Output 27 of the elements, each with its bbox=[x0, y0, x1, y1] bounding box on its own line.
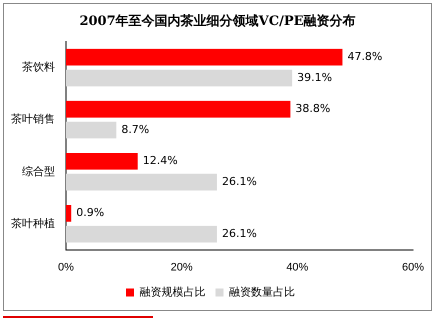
data-label: 39.1% bbox=[297, 70, 332, 84]
bar bbox=[66, 122, 116, 138]
data-label: 26.1% bbox=[222, 227, 257, 240]
y-tick-label: 综合型 bbox=[22, 164, 55, 178]
x-tick-label: 0% bbox=[58, 261, 74, 274]
bar bbox=[66, 100, 290, 118]
data-label: 26.1% bbox=[222, 174, 257, 188]
x-tick-label: 20% bbox=[170, 261, 193, 274]
legend-label: 融资规模占比 bbox=[140, 286, 206, 299]
bar bbox=[66, 70, 292, 86]
y-tick-label: 茶饮料 bbox=[22, 60, 55, 74]
y-tick-label: 茶叶销售 bbox=[11, 112, 55, 126]
data-label: 47.8% bbox=[347, 50, 382, 64]
data-label: 12.4% bbox=[142, 154, 178, 168]
chart-title: 2007年至今国内茶业细分领域VC/PE融资分布 bbox=[78, 13, 357, 30]
bar bbox=[66, 226, 217, 243]
bar bbox=[66, 48, 342, 66]
data-label: 0.9% bbox=[76, 206, 104, 220]
bar bbox=[66, 205, 72, 222]
bar bbox=[66, 174, 217, 190]
x-tick-label: 40% bbox=[286, 261, 309, 274]
y-tick-label: 茶叶种植 bbox=[11, 216, 55, 230]
data-label: 38.8% bbox=[295, 102, 330, 116]
x-tick-label: 60% bbox=[402, 261, 424, 274]
legend-label: 融资数量占比 bbox=[229, 286, 295, 299]
bar bbox=[66, 152, 138, 170]
data-label: 8.7% bbox=[121, 122, 150, 136]
